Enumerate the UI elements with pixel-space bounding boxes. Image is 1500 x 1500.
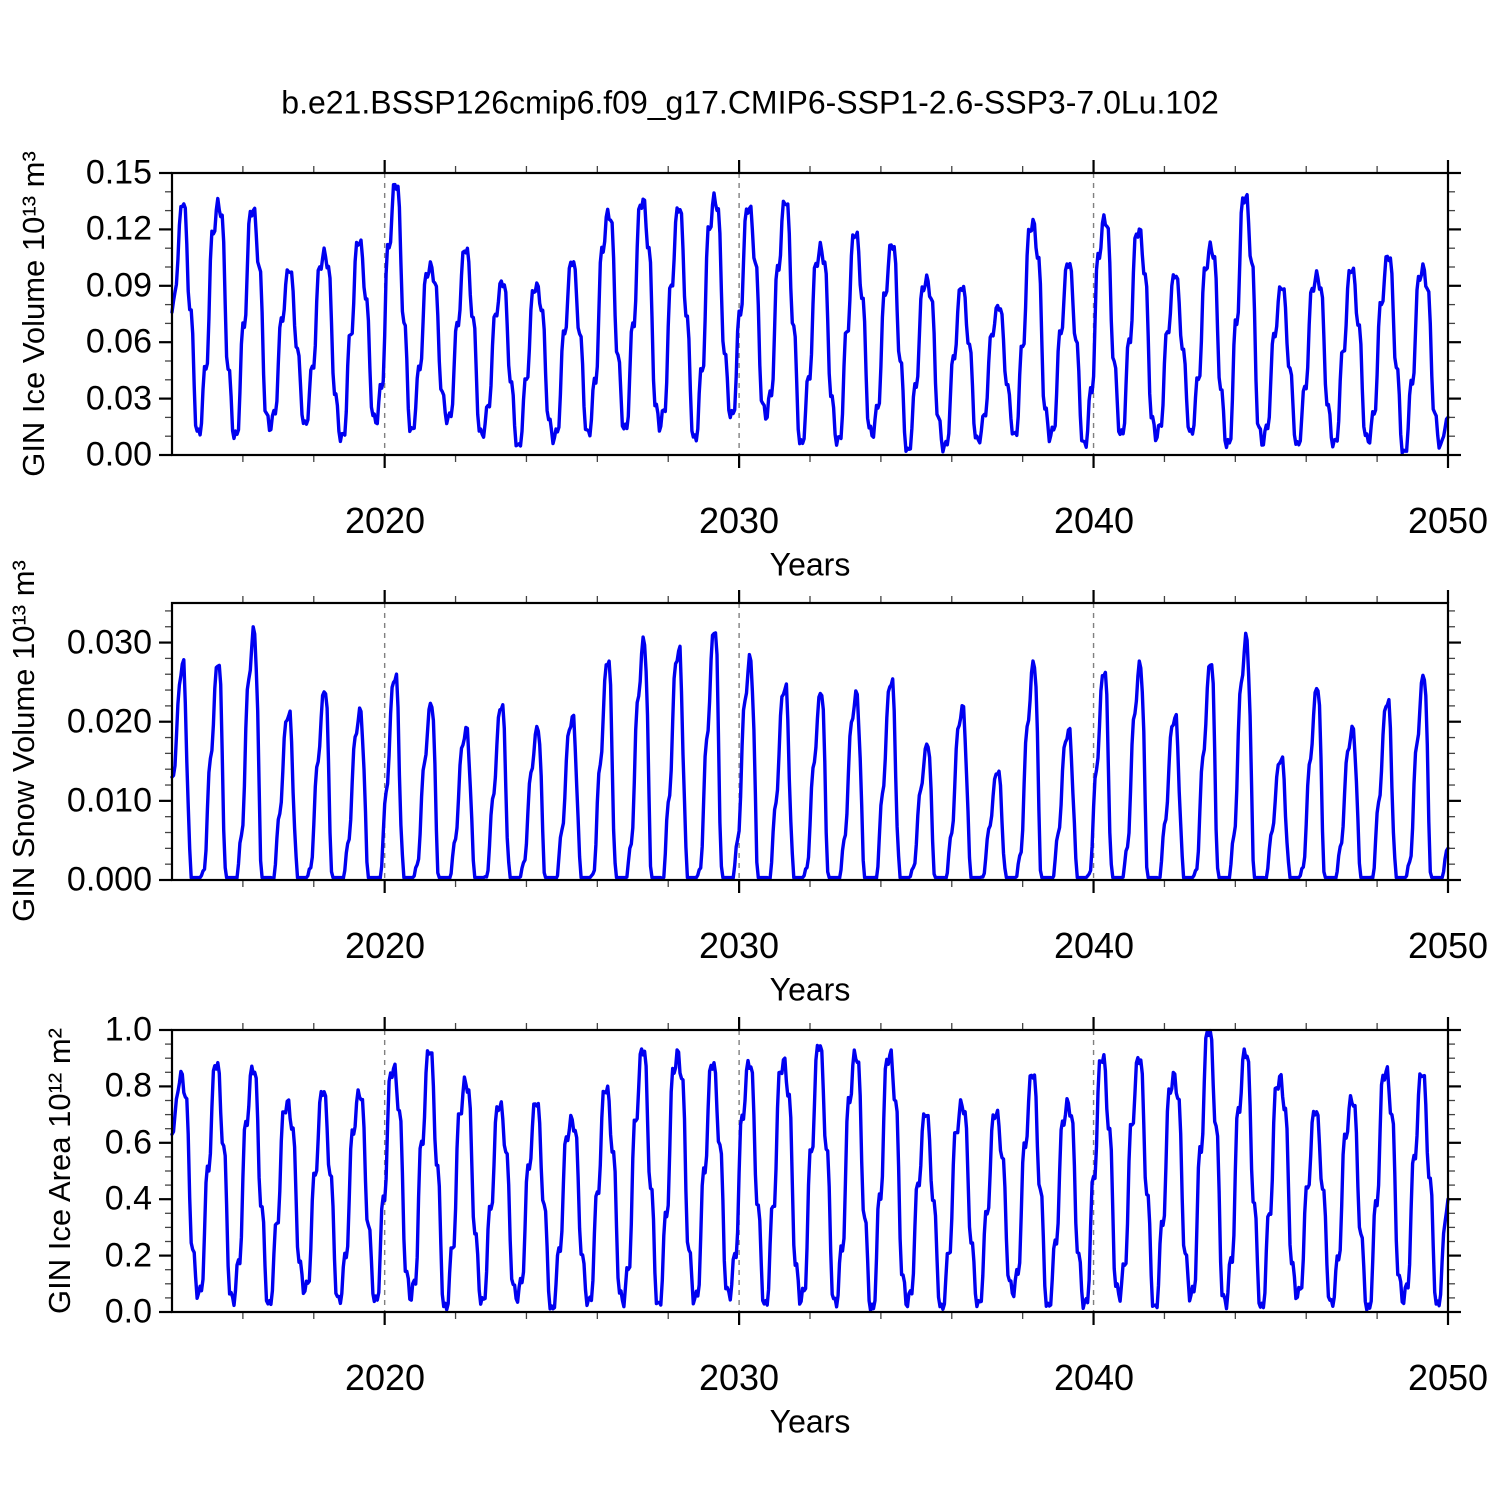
y-axis-title-ice-volume: GIN Ice Volume 10¹³ m³	[16, 151, 51, 477]
x-tick-label: 2040	[1053, 1357, 1135, 1398]
x-axis-title: Years	[769, 546, 851, 583]
y-tick-label: 0.010	[66, 781, 152, 820]
x-tick-label: 2050	[1407, 500, 1489, 541]
y-tick-label: 0.00	[85, 435, 152, 474]
y-tick-label: 0.000	[66, 860, 152, 899]
y-axis-title-ice-area: GIN Ice Area 10¹² m²	[42, 1028, 77, 1314]
figure-title: b.e21.BSSP126cmip6.f09_g17.CMIP6-SSP1-2.…	[281, 84, 1219, 121]
x-tick-label: 2050	[1407, 925, 1489, 966]
y-tick-label: 0.030	[66, 623, 152, 662]
y-tick-label: 0.2	[104, 1236, 152, 1275]
y-tick-label: 0.06	[85, 322, 152, 361]
x-tick-label: 2030	[698, 925, 780, 966]
y-tick-label: 0.15	[85, 153, 152, 192]
x-axis-title: Years	[769, 971, 851, 1008]
x-tick-label: 2020	[344, 500, 426, 541]
x-tick-label: 2040	[1053, 500, 1135, 541]
y-tick-label: 0.12	[85, 209, 152, 248]
x-tick-label: 2020	[344, 925, 426, 966]
x-tick-label: 2050	[1407, 1357, 1489, 1398]
y-tick-label: 0.020	[66, 702, 152, 741]
x-tick-label: 2020	[344, 1357, 426, 1398]
y-tick-label: 0.09	[85, 266, 152, 305]
x-tick-label: 2040	[1053, 925, 1135, 966]
y-tick-label: 0.03	[85, 379, 152, 418]
y-tick-label: 0.8	[104, 1066, 152, 1105]
y-tick-label: 0.4	[104, 1179, 152, 1218]
x-tick-label: 2030	[698, 500, 780, 541]
x-tick-label: 2030	[698, 1357, 780, 1398]
x-axis-title: Years	[769, 1403, 851, 1440]
y-axis-title-snow-volume: GIN Snow Volume 10¹³ m³	[6, 560, 41, 922]
y-tick-label: 0.6	[104, 1123, 152, 1162]
y-tick-label: 0.0	[104, 1292, 152, 1331]
y-tick-label: 1.0	[104, 1010, 152, 1049]
